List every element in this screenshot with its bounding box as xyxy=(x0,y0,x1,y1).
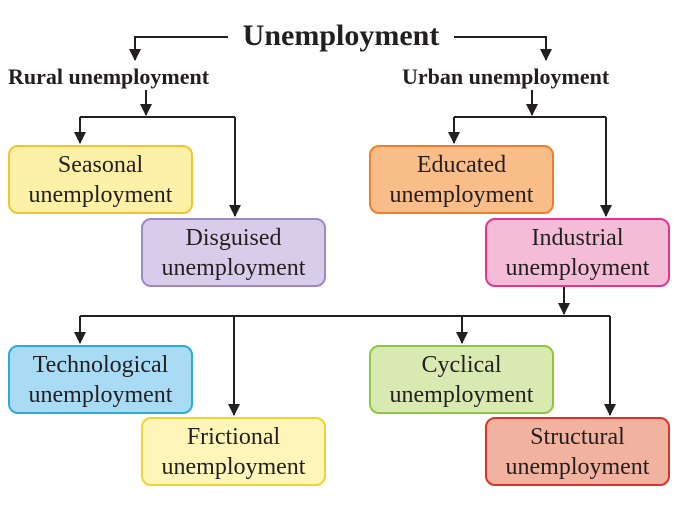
technological-unemployment-box: Technological unemployment xyxy=(8,345,193,414)
structural-unemployment-box: Structural unemployment xyxy=(485,417,670,486)
seasonal-line2: unemployment xyxy=(28,181,173,208)
arrow-to-rural xyxy=(129,36,228,61)
technological-line1: Technological xyxy=(32,351,169,378)
technological-line2: unemployment xyxy=(28,381,173,408)
cyclical-line2: unemployment xyxy=(389,381,534,408)
cyclical-line1: Cyclical xyxy=(421,351,502,378)
seasonal-line1: Seasonal xyxy=(57,151,144,178)
frictional-unemployment-box: Frictional unemployment xyxy=(141,417,326,486)
industrial-line2: unemployment xyxy=(505,254,650,281)
educated-line1: Educated xyxy=(416,151,507,178)
frictional-line1: Frictional xyxy=(186,423,281,450)
diagram-title: Unemployment xyxy=(242,19,440,52)
educated-line2: unemployment xyxy=(389,181,534,208)
arrow-to-urban xyxy=(454,36,552,61)
disguised-line2: unemployment xyxy=(161,254,306,281)
cyclical-unemployment-box: Cyclical unemployment xyxy=(369,345,554,414)
urban-unemployment-label: Urban unemployment xyxy=(402,64,610,89)
educated-unemployment-box: Educated unemployment xyxy=(369,145,554,214)
disguised-unemployment-box: Disguised unemployment xyxy=(141,218,326,287)
seasonal-unemployment-box: Seasonal unemployment xyxy=(8,145,193,214)
industrial-line1: Industrial xyxy=(531,224,624,251)
structural-line2: unemployment xyxy=(505,453,650,480)
industrial-unemployment-box: Industrial unemployment xyxy=(485,218,670,287)
frictional-line2: unemployment xyxy=(161,453,306,480)
structural-line1: Structural xyxy=(530,423,625,450)
disguised-line1: Disguised xyxy=(185,224,282,251)
rural-unemployment-label: Rural unemployment xyxy=(8,64,210,89)
